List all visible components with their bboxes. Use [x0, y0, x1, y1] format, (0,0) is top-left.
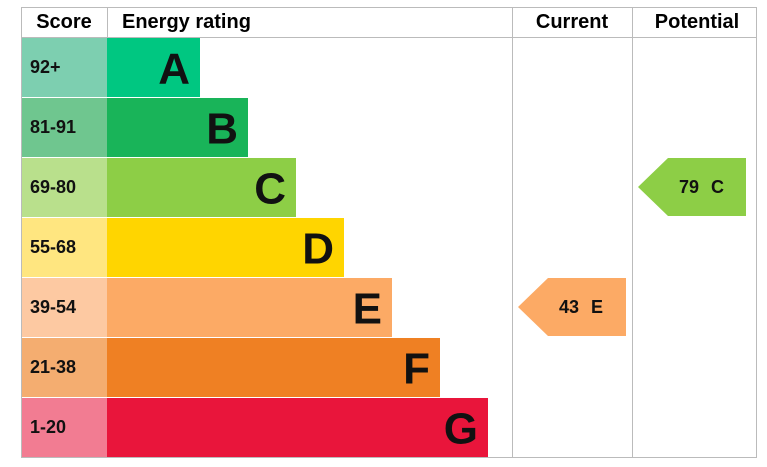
score-label: 81-91 — [30, 117, 76, 137]
rating-letter: G — [444, 405, 478, 454]
score-label: 21-38 — [30, 357, 76, 377]
rating-bar — [107, 218, 344, 277]
score-label: 1-20 — [30, 417, 66, 437]
score-label: 55-68 — [30, 237, 76, 257]
header-potential: Potential — [655, 11, 739, 33]
rating-letter: A — [158, 45, 190, 94]
rating-bar — [107, 398, 488, 457]
potential-arrow — [638, 158, 746, 216]
potential-value: 79 — [679, 177, 699, 197]
table-lines — [21, 7, 757, 458]
score-label: 69-80 — [30, 177, 76, 197]
rating-bar — [107, 278, 392, 337]
current-arrow — [518, 278, 626, 336]
header-rating: Energy rating — [122, 11, 251, 33]
header-current: Current — [536, 11, 609, 33]
rating-letter: B — [206, 105, 238, 154]
current-value: 43 — [559, 297, 579, 317]
header-score: Score — [36, 11, 92, 33]
score-cell — [22, 38, 107, 97]
score-cell — [22, 98, 107, 157]
rating-bar — [107, 38, 200, 97]
score-cell — [22, 338, 107, 397]
score-cell — [22, 158, 107, 217]
rating-bar — [107, 338, 440, 397]
potential-rating: C — [711, 177, 724, 197]
score-label: 39-54 — [30, 297, 76, 317]
rating-letter: D — [302, 225, 334, 274]
rating-letter: F — [403, 345, 430, 394]
rating-letter: E — [353, 285, 382, 334]
rating-bar — [107, 158, 296, 217]
rating-bar — [107, 98, 248, 157]
score-label: 92+ — [30, 57, 61, 77]
score-cell — [22, 218, 107, 277]
score-cell — [22, 278, 107, 337]
score-cell — [22, 398, 107, 457]
rating-letter: C — [254, 165, 286, 214]
current-rating: E — [591, 297, 603, 317]
